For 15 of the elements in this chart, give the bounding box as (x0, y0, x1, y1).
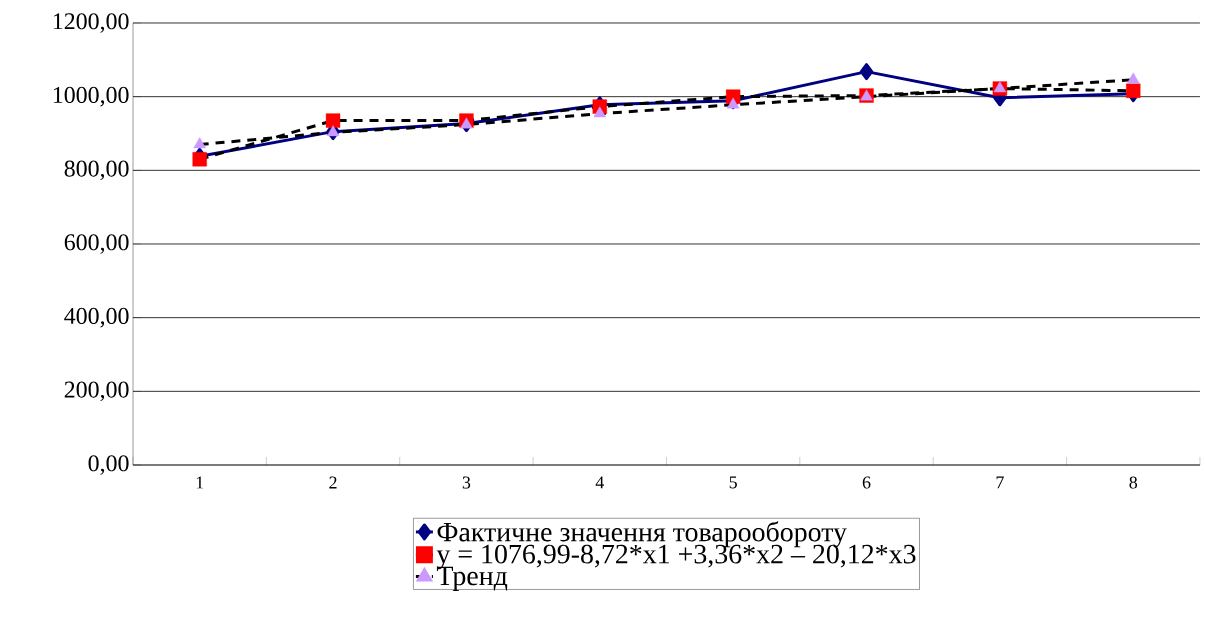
x-tick-label: 5 (729, 476, 737, 489)
y-tick-label: 1200,00 (53, 13, 129, 33)
x-tick-label: 1 (196, 476, 204, 489)
x-tick-label: 2 (329, 476, 337, 489)
y-tick-label: 800,00 (64, 160, 129, 181)
x-tick-label: 8 (1129, 476, 1138, 489)
x-tick-label: 4 (595, 476, 604, 489)
y-tick-label: 200,00 (64, 381, 129, 402)
y-tick-label: 600,00 (64, 234, 129, 254)
y-tick-label: 400,00 (64, 307, 129, 328)
x-tick-label: 7 (996, 476, 1004, 489)
x-tick-label: 3 (462, 476, 471, 489)
x-tick-label: 6 (862, 476, 871, 489)
y-tick-label: 0,00 (88, 455, 129, 475)
y-tick-label: 1000,00 (53, 86, 129, 107)
